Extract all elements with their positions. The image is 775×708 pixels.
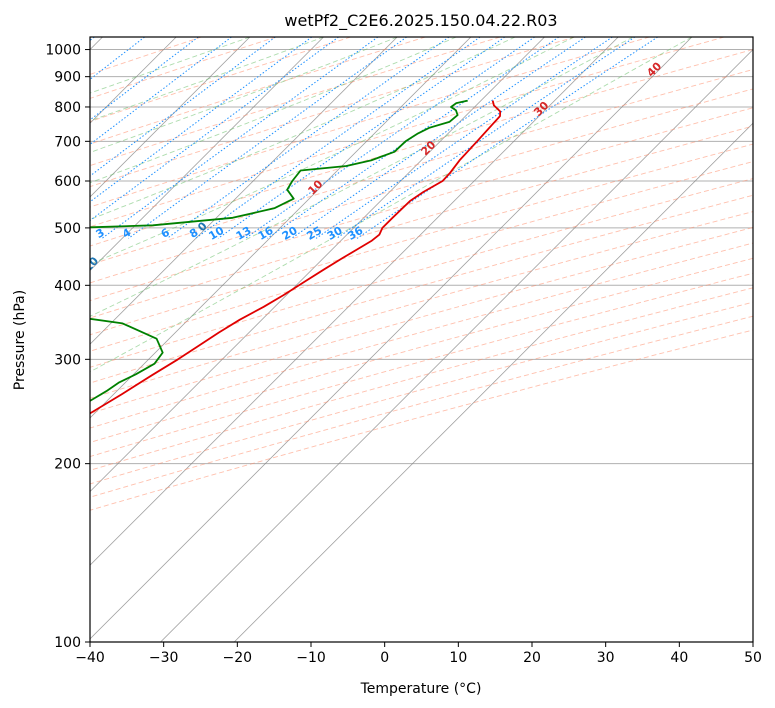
- x-tick-label: 20: [523, 650, 541, 666]
- plot-frame: [89, 36, 754, 643]
- dry-adiabat: [90, 257, 753, 443]
- dry-adiabat: [90, 37, 351, 123]
- isotherm-line: [160, 48, 753, 642]
- isotherm-label: 30: [531, 99, 551, 119]
- dry-adiabat: [90, 242, 753, 429]
- x-tick-label: 0: [380, 650, 389, 666]
- mixing-ratio-label: 1.5: [28, 223, 51, 244]
- mixing-ratio-line: [90, 37, 313, 203]
- dry-adiabat: [90, 194, 753, 384]
- mixing-ratio-line: [101, 37, 379, 239]
- moist-adiabat: [90, 37, 693, 373]
- isotherm-line: [233, 122, 753, 642]
- dry-adiabat: [90, 272, 753, 458]
- x-axis-label: Temperature (°C): [360, 681, 482, 697]
- moist-adiabat: [90, 37, 575, 265]
- dry-adiabat: [90, 37, 501, 167]
- mixing-ratio-line: [90, 37, 232, 145]
- isotherm-label: -10: [78, 254, 101, 277]
- y-tick-label: 400: [54, 278, 81, 294]
- dry-adiabat: [90, 88, 753, 284]
- dry-adiabat: [90, 211, 753, 399]
- chart-title: wetPf2_C2E6.2025.150.04.22.R03: [284, 11, 557, 31]
- mixing-ratio-line: [195, 37, 481, 239]
- mixing-ratio-line: [90, 37, 339, 222]
- x-tick-label: 40: [670, 650, 688, 666]
- dry-adiabat: [90, 37, 426, 145]
- moist-adiabat: [90, 37, 324, 122]
- moist-adiabat: [90, 37, 516, 220]
- dry-adiabat: [90, 37, 725, 228]
- x-tick-label: −30: [149, 650, 179, 666]
- axis-ticks: −40 −30 −20 −10 0 10 20 30 40 50 100 200 300 400 500 60…: [45, 43, 762, 666]
- y-tick-label: 100: [54, 635, 81, 651]
- dry-adiabat: [90, 125, 753, 319]
- y-tick-label: 200: [54, 457, 81, 473]
- moist-adiabat: [90, 37, 634, 317]
- dry-adiabat: [90, 68, 753, 266]
- dry-adiabat: [90, 107, 753, 302]
- annotation-labels: 0.10.20.40.611.52346810131620253036-100-…: [0, 59, 665, 277]
- sounding-profiles: [90, 99, 502, 415]
- dry-adiabat: [90, 37, 576, 188]
- dry-adiabat: [90, 143, 753, 336]
- dry-adiabat: [90, 178, 753, 368]
- dry-adiabat: [90, 301, 753, 485]
- y-tick-label: 600: [54, 174, 81, 190]
- x-tick-label: −10: [296, 650, 326, 666]
- x-tick-label: −40: [75, 650, 105, 666]
- mixing-ratio-line: [90, 37, 276, 177]
- mixing-ratio-label: 16: [256, 224, 276, 243]
- moist-adiabat: [90, 37, 398, 153]
- moist-adiabat: [90, 37, 457, 184]
- mixing-ratio-label: 20: [280, 224, 300, 243]
- dry-adiabat: [90, 161, 753, 352]
- dry-adiabat: [90, 37, 650, 208]
- background-lines: [90, 37, 753, 642]
- mixing-ratio-line: [315, 37, 613, 239]
- dry-adiabat: [90, 37, 202, 75]
- dewpoint-profile: [90, 99, 468, 402]
- y-tick-label: 500: [54, 221, 81, 237]
- mixing-ratio-line: [128, 37, 407, 239]
- dry-adiabat: [90, 329, 753, 511]
- y-tick-label: 900: [54, 70, 81, 86]
- mixing-ratio-label: 10: [207, 224, 227, 243]
- mixing-ratio-line: [267, 37, 560, 239]
- temperature-profile: [90, 100, 502, 415]
- isotherm-line: [90, 37, 619, 566]
- dry-adiabat: [90, 227, 753, 414]
- x-tick-label: −20: [223, 650, 253, 666]
- x-tick-label: 30: [597, 650, 615, 666]
- moist-adiabat: [90, 37, 251, 94]
- isotherm-line: [90, 37, 398, 345]
- mixing-ratio-label: 13: [234, 224, 254, 243]
- mixing-ratio-line: [291, 37, 586, 239]
- y-tick-label: 700: [54, 134, 81, 150]
- y-axis-label: Pressure (hPa): [12, 290, 28, 390]
- y-tick-label: 800: [54, 100, 81, 116]
- isotherm-line: [90, 37, 324, 272]
- mixing-ratio-line: [90, 37, 199, 121]
- dry-adiabat: [90, 49, 753, 247]
- dry-adiabat: [90, 287, 753, 471]
- mixing-ratio-line: [217, 37, 506, 239]
- mixing-ratio-label: 1: [0, 226, 12, 241]
- isotherm-label: 10: [305, 177, 325, 197]
- x-tick-label: 50: [744, 650, 762, 666]
- y-tick-label: 300: [54, 352, 81, 368]
- isotherm-line: [90, 37, 693, 640]
- dry-adiabat: [90, 315, 753, 498]
- isotherm-line: [90, 37, 251, 198]
- mixing-ratio-line: [336, 37, 636, 239]
- x-tick-label: 10: [449, 650, 467, 666]
- mixing-ratio-line: [245, 37, 535, 239]
- y-tick-label: 1000: [45, 43, 81, 59]
